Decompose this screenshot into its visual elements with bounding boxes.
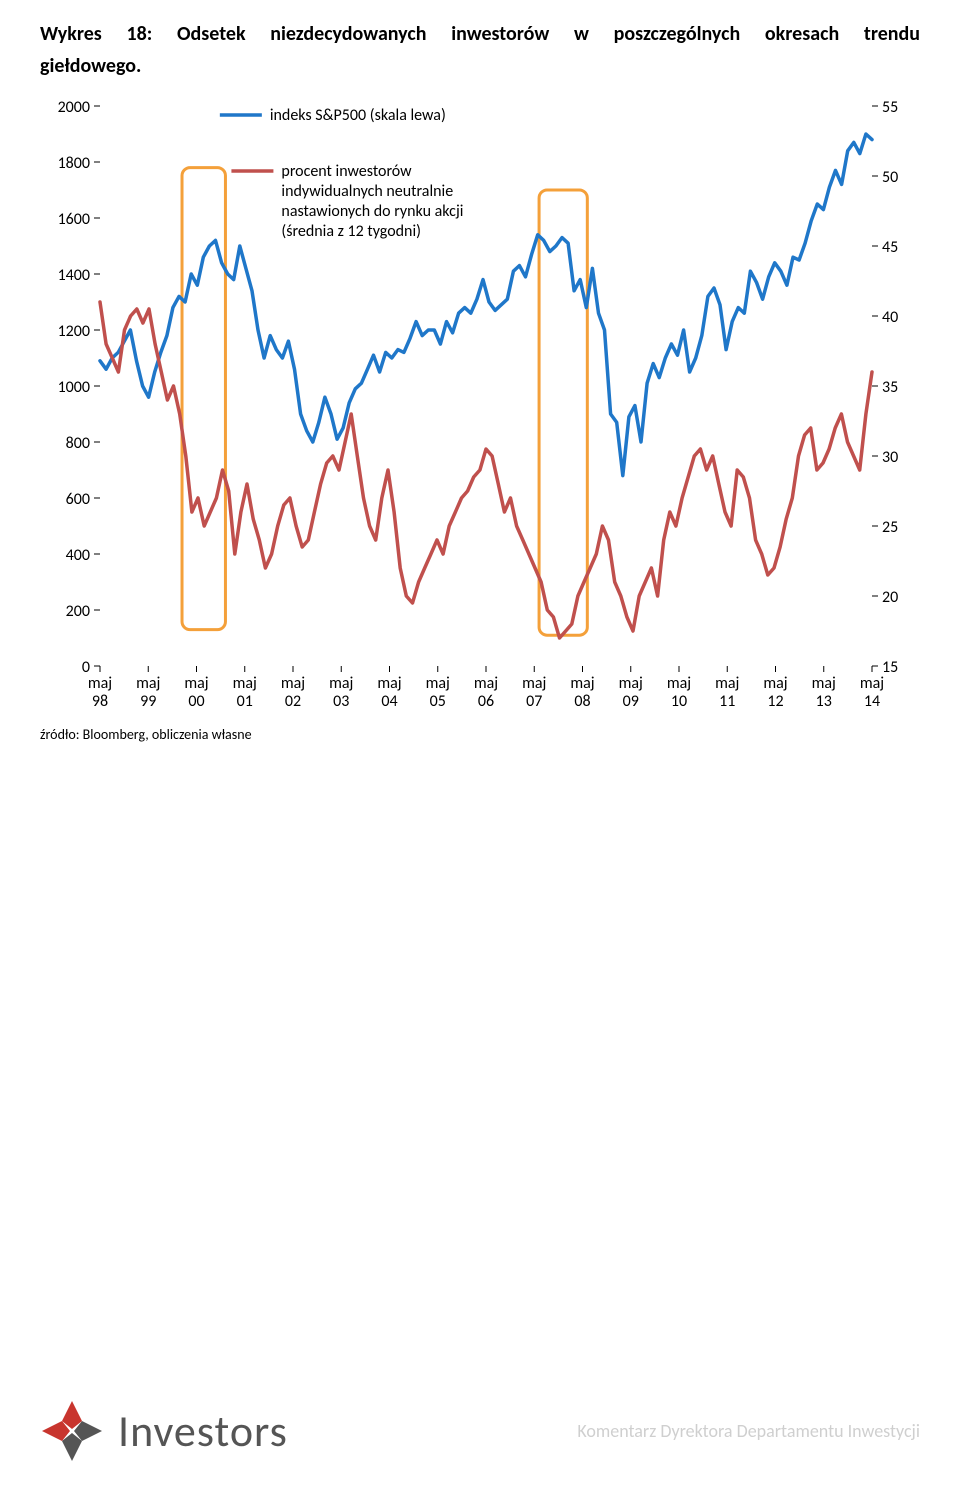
footer-caption: Komentarz Dyrektora Departamentu Inwesty… xyxy=(577,1420,920,1442)
dual-axis-line-chart: 02 00 400 600 800 1000 1200 1400 1600 1800 2000 15 2… xyxy=(40,96,920,716)
svg-text:400: 400 xyxy=(66,546,90,565)
svg-text:maj: maj xyxy=(812,674,836,693)
svg-text:00: 00 xyxy=(188,692,204,711)
svg-text:2000: 2000 xyxy=(58,98,90,117)
svg-text:07: 07 xyxy=(526,692,542,711)
svg-text:20: 20 xyxy=(882,588,898,607)
svg-text:800: 800 xyxy=(66,434,90,453)
svg-text:(średnia z 12 tygodni): (średnia z 12 tygodni) xyxy=(281,222,421,241)
svg-text:maj: maj xyxy=(667,674,691,693)
svg-text:maj: maj xyxy=(329,674,353,693)
svg-text:99: 99 xyxy=(140,692,156,711)
svg-text:11: 11 xyxy=(719,692,735,711)
chart-title-line1: Wykres 18: Odsetek niezdecydowanych inwe… xyxy=(40,20,920,48)
svg-text:25: 25 xyxy=(882,518,898,537)
svg-text:1600: 1600 xyxy=(58,210,90,229)
svg-text:12: 12 xyxy=(767,692,783,711)
svg-text:600: 600 xyxy=(66,490,90,509)
brand-logo: Investors xyxy=(40,1399,288,1463)
svg-text:30: 30 xyxy=(882,448,898,467)
svg-text:1200: 1200 xyxy=(58,322,90,341)
svg-text:40: 40 xyxy=(882,308,898,327)
svg-text:indeks S&P500 (skala lewa): indeks S&P500 (skala lewa) xyxy=(270,106,446,125)
svg-text:14: 14 xyxy=(864,692,880,711)
svg-text:15: 15 xyxy=(882,658,898,677)
svg-text:maj: maj xyxy=(377,674,401,693)
svg-text:03: 03 xyxy=(333,692,349,711)
svg-text:maj: maj xyxy=(570,674,594,693)
svg-text:09: 09 xyxy=(623,692,639,711)
svg-text:maj: maj xyxy=(184,674,208,693)
svg-text:maj: maj xyxy=(860,674,884,693)
svg-text:maj: maj xyxy=(763,674,787,693)
svg-text:maj: maj xyxy=(233,674,257,693)
svg-text:10: 10 xyxy=(671,692,687,711)
svg-text:indywidualnych neutralnie: indywidualnych neutralnie xyxy=(281,182,453,201)
svg-text:98: 98 xyxy=(92,692,108,711)
svg-text:maj: maj xyxy=(474,674,498,693)
page-footer: Investors Komentarz Dyrektora Departamen… xyxy=(40,1399,920,1463)
svg-text:45: 45 xyxy=(882,238,898,257)
brand-name: Investors xyxy=(118,1404,288,1458)
svg-text:02: 02 xyxy=(285,692,301,711)
svg-text:maj: maj xyxy=(281,674,305,693)
chart-area: 02 00 400 600 800 1000 1200 1400 1600 1800 2000 15 2… xyxy=(40,96,920,716)
svg-text:04: 04 xyxy=(381,692,397,711)
svg-text:01: 01 xyxy=(237,692,253,711)
svg-text:08: 08 xyxy=(574,692,590,711)
svg-text:maj: maj xyxy=(619,674,643,693)
svg-text:procent inwestorów: procent inwestorów xyxy=(281,162,412,181)
svg-text:05: 05 xyxy=(430,692,446,711)
svg-text:55: 55 xyxy=(882,98,898,117)
chart-title-line2: giełdowego. xyxy=(40,52,920,80)
svg-text:1400: 1400 xyxy=(58,266,90,285)
svg-text:maj: maj xyxy=(88,674,112,693)
svg-text:1000: 1000 xyxy=(58,378,90,397)
svg-text:1800: 1800 xyxy=(58,154,90,173)
svg-text:nastawionych do rynku akcji: nastawionych do rynku akcji xyxy=(281,202,463,221)
chart-source: źródło: Bloomberg, obliczenia własne xyxy=(40,726,920,743)
svg-text:maj: maj xyxy=(426,674,450,693)
svg-text:maj: maj xyxy=(522,674,546,693)
svg-text:maj: maj xyxy=(715,674,739,693)
svg-text:200: 200 xyxy=(66,602,90,621)
investors-logo-icon xyxy=(40,1399,104,1463)
svg-text:maj: maj xyxy=(136,674,160,693)
svg-text:35: 35 xyxy=(882,378,898,397)
svg-text:13: 13 xyxy=(816,692,832,711)
svg-text:50: 50 xyxy=(882,168,898,187)
svg-text:06: 06 xyxy=(478,692,494,711)
